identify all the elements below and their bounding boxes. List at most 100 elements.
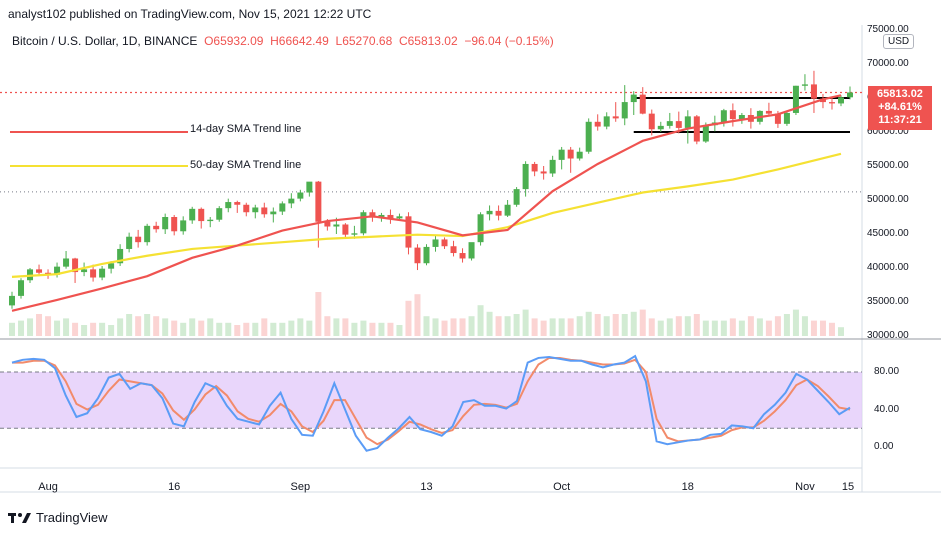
candle-body <box>360 212 367 234</box>
candle-body <box>720 110 727 123</box>
candle-body <box>369 212 376 218</box>
volume-bar <box>297 318 304 336</box>
candle-body <box>396 216 403 219</box>
volume-bar <box>153 316 160 336</box>
volume-bar <box>540 320 547 336</box>
volume-bar <box>531 318 538 336</box>
volume-bar <box>135 316 142 336</box>
stochastic-band <box>0 372 862 429</box>
volume-bar <box>783 314 790 336</box>
candle-body <box>468 242 475 259</box>
brand-name: TradingView <box>36 510 108 525</box>
price-tick-label: 45000.00 <box>867 228 909 239</box>
footer-brand[interactable]: TradingView <box>8 510 108 525</box>
volume-bar <box>360 320 367 336</box>
volume-bar <box>819 320 826 336</box>
candle-body <box>216 208 223 220</box>
price-tick-label: 35000.00 <box>867 296 909 307</box>
stochastic-k-line <box>11 354 851 452</box>
volume-bar <box>54 320 61 336</box>
candle-body <box>108 263 115 269</box>
candle-body <box>801 84 808 86</box>
candle-body <box>315 181 322 222</box>
candle-body <box>828 102 835 104</box>
candle-body <box>792 85 799 113</box>
stochastic-tick-label: 80.00 <box>874 366 900 377</box>
candle-body <box>702 125 709 142</box>
volume-bar <box>630 311 637 336</box>
volume-bar <box>369 322 376 336</box>
candle-body <box>666 121 673 126</box>
candle-body <box>729 110 736 120</box>
candle-body <box>378 214 385 218</box>
stochastic-tick-label: 40.00 <box>874 403 900 415</box>
candle-body <box>144 225 151 243</box>
tradingview-logo-icon <box>8 512 31 523</box>
candle-body <box>648 113 655 130</box>
candle-body <box>522 163 529 190</box>
candle-body <box>486 210 493 215</box>
volume-bar <box>198 320 205 336</box>
volume-bar <box>342 318 349 336</box>
candle-body <box>126 236 133 249</box>
sma14-label: 14-day SMA Trend line <box>190 123 302 135</box>
candle-body <box>657 125 664 130</box>
volume-bar <box>306 320 313 336</box>
price-tick-label: 50000.00 <box>867 194 909 205</box>
candle-body <box>189 208 196 221</box>
candle-body <box>783 112 790 124</box>
volume-bar <box>594 314 601 336</box>
volume-bar <box>261 318 268 336</box>
price-tick-label: 70000.00 <box>867 58 909 69</box>
candle-body <box>261 207 268 215</box>
candle-body <box>567 149 574 159</box>
volume-bar <box>108 325 115 336</box>
candle-body <box>477 214 484 243</box>
candle-body <box>738 115 745 120</box>
candle-body <box>432 239 439 247</box>
candle-body <box>423 246 430 264</box>
volume-bar <box>171 320 178 336</box>
volume-bar <box>639 309 646 336</box>
candle-body <box>342 224 349 235</box>
candle-body <box>847 92 853 98</box>
volume-bar <box>90 322 97 336</box>
candle-body <box>351 233 358 235</box>
time-tick-label: Sep <box>290 481 311 493</box>
symbol-name: Bitcoin / U.S. Dollar, 1D, BINANCE <box>12 34 198 48</box>
candle-body <box>504 204 511 216</box>
candle-body <box>639 94 646 114</box>
candle-body <box>837 97 844 104</box>
price-tick-label: 60000.00 <box>867 126 909 137</box>
volume-bar <box>558 318 565 336</box>
volume-bar <box>585 311 592 336</box>
volume-bar <box>477 305 484 336</box>
candle-body <box>594 121 601 127</box>
volume-bar <box>513 314 520 336</box>
volume-bar <box>828 322 835 336</box>
time-tick-label: Aug <box>38 481 58 493</box>
current-price: 65813.02 <box>877 88 923 100</box>
candle-body <box>18 280 25 296</box>
candle-body <box>252 207 259 213</box>
candle-body <box>99 268 106 278</box>
candle-body <box>531 163 538 172</box>
volume-bar <box>63 318 70 336</box>
price-tick-label: 55000.00 <box>867 160 909 171</box>
volume-bar <box>144 314 151 336</box>
candle-body <box>54 266 61 275</box>
candle-body <box>558 149 565 160</box>
candle-body <box>693 116 700 142</box>
volume-bar <box>405 300 412 336</box>
candle-body <box>630 94 637 103</box>
time-tick-label: 15 <box>841 481 855 493</box>
volume-bar <box>81 325 88 336</box>
volume-bar <box>504 316 511 336</box>
volume-bar <box>441 320 448 336</box>
volume-bar <box>279 322 286 336</box>
currency-badge[interactable]: USD <box>883 34 915 49</box>
symbol-legend: Bitcoin / U.S. Dollar, 1D, BINANCE O6593… <box>12 34 554 48</box>
volume-bar <box>225 322 232 336</box>
volume-bar <box>576 316 583 336</box>
